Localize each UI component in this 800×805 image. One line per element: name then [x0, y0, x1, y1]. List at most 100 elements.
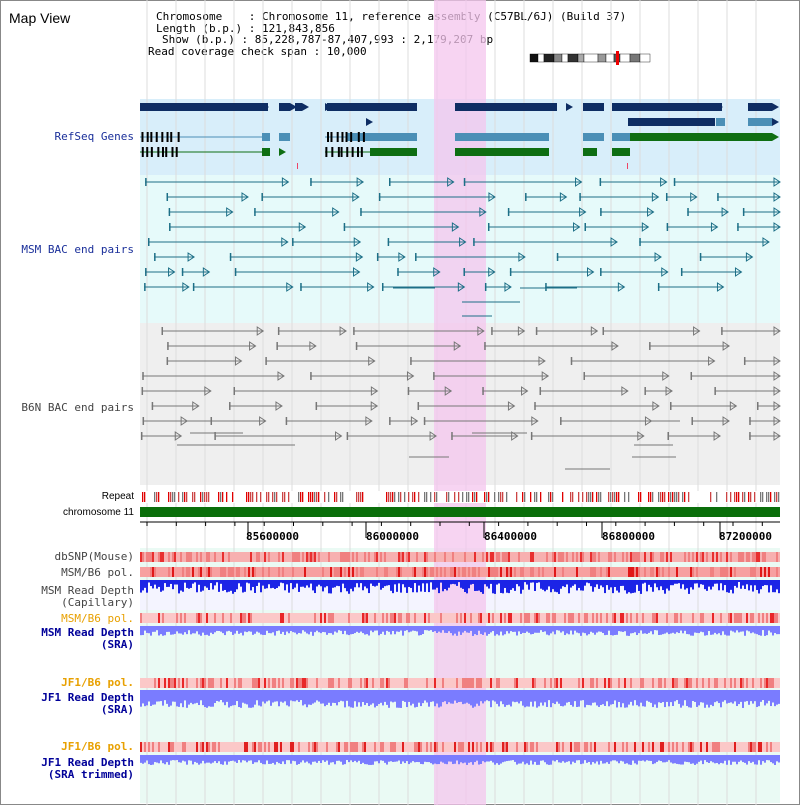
- jf1-b6-pol-cell: [382, 742, 384, 752]
- jf1-b6-pol-cell: [556, 742, 558, 752]
- msm-b6-pol-cell: [562, 613, 564, 623]
- msm-b6-pol-cell: [484, 567, 486, 577]
- jf1-b6-pol-cell: [532, 678, 534, 688]
- msm-depth-sra-bar: [258, 626, 260, 633]
- track-label-b6n-bac[interactable]: B6N BAC end pairs: [21, 401, 134, 414]
- jf1-depth-sra-bar: [442, 690, 444, 703]
- jf1-b6-pol-cell: [508, 742, 510, 752]
- jf1-b6-pol-cell: [376, 678, 378, 688]
- msm-b6-pol-cell: [496, 613, 498, 623]
- dbsnp-cell: [698, 552, 700, 562]
- msm-b6-pol-cell: [636, 567, 638, 577]
- jf1-b6-pol-cell: [274, 742, 276, 752]
- dbsnp-cell: [692, 552, 694, 562]
- msm-depth-sra-bar: [580, 626, 582, 636]
- msm-b6-pol-cell: [236, 613, 238, 623]
- jf1-depth-sra-bar: [150, 690, 152, 706]
- dbsnp-cell: [442, 552, 444, 562]
- msm-b6-pol-cell: [222, 567, 224, 577]
- jf1-depth-trimmed-bar: [430, 755, 432, 764]
- jf1-b6-pol-cell: [332, 678, 334, 688]
- dbsnp-cell: [250, 552, 252, 562]
- jf1-b6-pol-cell: [396, 742, 398, 752]
- track-label-repeat[interactable]: Repeat: [101, 491, 134, 502]
- jf1-b6-pol-cell: [384, 742, 386, 752]
- jf1-b6-pol-cell: [388, 742, 390, 752]
- msm-depth-sra-bar: [456, 626, 458, 636]
- jf1-b6-pol-cell: [270, 742, 272, 752]
- msm-b6-pol-cell: [676, 613, 678, 623]
- jf1-b6-pol-cell: [638, 742, 640, 752]
- b6n-bac-pair-end: [691, 417, 693, 425]
- track-label-msm-depth-capillary[interactable]: MSM Read Depth: [41, 584, 134, 597]
- msm-bac-pair-arrow-icon: [182, 282, 190, 292]
- jf1-b6-pol-cell: [302, 678, 304, 688]
- jf1-b6-pol-cell: [420, 678, 422, 688]
- track-label-msm-b6-pol-1[interactable]: MSM/B6 pol.: [61, 566, 134, 579]
- dbsnp-cell: [182, 552, 184, 562]
- jf1-b6-pol-cell: [670, 742, 672, 752]
- dbsnp-cell: [236, 552, 238, 562]
- msm-depth-capillary-bar: [668, 580, 670, 591]
- jf1-b6-pol-cell: [288, 742, 290, 752]
- msm-depth-capillary-bar: [744, 580, 746, 589]
- track-label-dbsnp[interactable]: dbSNP(Mouse): [54, 550, 134, 563]
- dbsnp-cell: [430, 552, 432, 562]
- jf1-depth-trimmed-bar: [508, 755, 510, 761]
- repeat-mark: [156, 492, 158, 502]
- dbsnp-cell: [556, 552, 558, 562]
- msm-b6-pol-cell: [512, 613, 514, 623]
- track-label-jf1-depth-trimmed[interactable]: JF1 Read Depth: [41, 756, 134, 769]
- track-label-msm-depth-sra[interactable]: MSM Read Depth: [41, 626, 134, 639]
- msm-b6-pol-cell: [434, 613, 436, 623]
- jf1-b6-pol-cell: [306, 742, 308, 752]
- msm-bac-pair-arrow-icon: [690, 192, 698, 202]
- msm-b6-pol-cell: [762, 613, 764, 623]
- msm-b6-pol-cell: [344, 613, 346, 623]
- msm-depth-sra-bar: [432, 626, 434, 632]
- track-label-msm-bac[interactable]: MSM BAC end pairs: [21, 243, 134, 256]
- dbsnp-cell: [414, 552, 416, 562]
- jf1-depth-trimmed-bar: [524, 755, 526, 765]
- jf1-b6-pol-cell: [146, 742, 148, 752]
- b6n-bac-pair-arrow-icon: [652, 401, 660, 411]
- msm-depth-sra-bar: [270, 626, 272, 634]
- jf1-b6-pol-cell: [588, 678, 590, 688]
- dbsnp-cell: [516, 552, 518, 562]
- msm-depth-sra-bar: [496, 626, 498, 635]
- jf1-b6-pol-cell: [702, 742, 704, 752]
- jf1-depth-sra-bar: [436, 690, 438, 704]
- msm-b6-pol-cell: [666, 567, 668, 577]
- msm-b6-pol-cell: [238, 613, 240, 623]
- jf1-b6-pol-cell: [330, 742, 332, 752]
- msm-b6-pol-cell: [364, 613, 366, 623]
- msm-depth-capillary-bar: [504, 580, 506, 588]
- msm-b6-pol-cell: [420, 613, 422, 623]
- jf1-b6-pol-cell: [740, 742, 742, 752]
- b6n-bac-pair-arrow-icon: [531, 416, 539, 426]
- msm-b6-pol-cell: [178, 613, 180, 623]
- dbsnp-cell: [520, 552, 522, 562]
- track-label-msm-b6-pol-2[interactable]: MSM/B6 pol.: [61, 612, 134, 625]
- dbsnp-cell: [278, 552, 280, 562]
- msm-b6-pol-cell: [680, 613, 682, 623]
- msm-b6-pol-cell: [766, 613, 768, 623]
- track-label-refseq[interactable]: RefSeq Genes: [54, 130, 134, 143]
- msm-b6-pol-cell: [584, 567, 586, 577]
- msm-depth-sra-bar: [346, 626, 348, 635]
- track-label-jf1-b6-pol-1[interactable]: JF1/B6 pol.: [61, 676, 134, 689]
- msm-b6-pol-cell: [198, 613, 200, 623]
- jf1-b6-pol-cell: [424, 742, 426, 752]
- jf1-depth-trimmed-bar: [734, 755, 736, 762]
- track-label-jf1-b6-pol-2[interactable]: JF1/B6 pol.: [61, 740, 134, 753]
- b6n-bac-pair-arrow-icon: [507, 401, 516, 411]
- b6n-bac-pair-end: [743, 357, 746, 365]
- jf1-depth-sra-bar: [558, 690, 560, 704]
- jf1-b6-pol-cell: [754, 742, 756, 752]
- msm-b6-pol-cell: [260, 567, 262, 577]
- jf1-b6-pol-cell: [174, 742, 176, 752]
- msm-b6-pol-cell: [144, 567, 146, 577]
- msm-depth-capillary-bar: [388, 580, 390, 586]
- track-label-jf1-depth-sra[interactable]: JF1 Read Depth: [41, 691, 134, 704]
